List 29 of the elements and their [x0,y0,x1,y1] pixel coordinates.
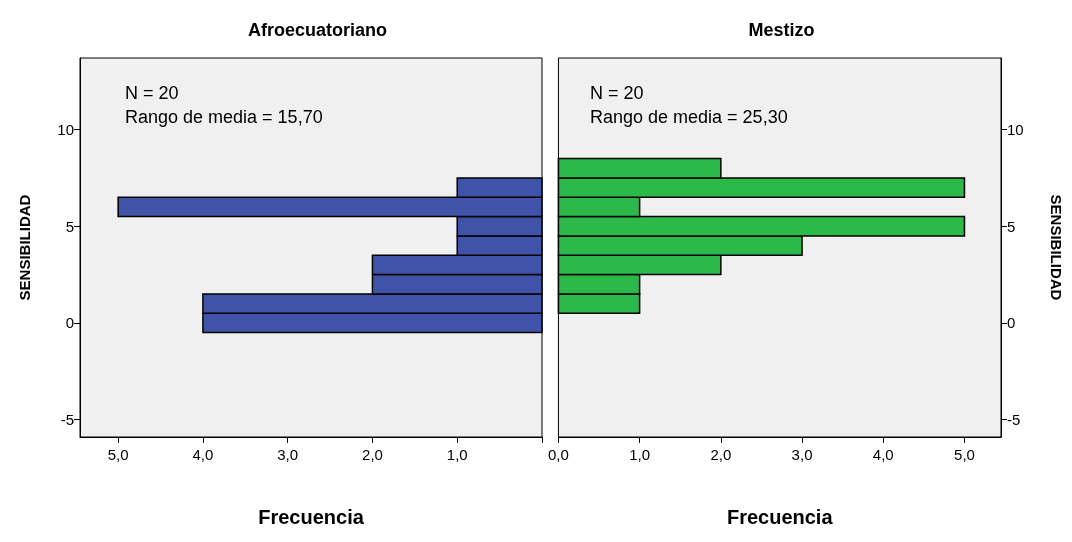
chart-title: Mestizo [748,20,815,40]
x-tick-label: 4,0 [872,446,894,463]
x-axis-title: Frecuencia [258,506,365,528]
y-tick-label: 5 [1007,217,1016,235]
x-tick-label: 1,0 [446,446,468,463]
x-tick-label: 5,0 [107,446,129,463]
x-tick-label: 1,0 [629,446,651,463]
y-tick-label: 5 [65,217,74,235]
x-tick-label: 2,0 [362,446,383,463]
y-axis-title: SENSIBILIDAD [16,194,33,301]
annotation: N = 20 [125,83,179,103]
y-tick-label: 0 [65,314,74,332]
x-axis-title: Frecuencia [726,506,834,528]
annotation: Rango de media = 25,30 [590,107,788,127]
x-tick-label: 5,0 [954,446,975,463]
y-tick-label: 0 [1007,314,1016,332]
y-tick-label: -5 [60,411,74,429]
y-tick-label: -5 [1007,411,1021,429]
x-tick-label: 3,0 [277,446,299,463]
x-tick-label: 2,0 [710,446,732,463]
y-tick-label: 10 [1007,121,1024,139]
x-tick-label: 0,0 [548,446,569,463]
annotation: N = 20 [590,83,644,103]
y-axis-title: SENSIBILIDAD [1048,194,1065,301]
chart-title: Afroecuatoriano [247,20,388,40]
annotation: Rango de media = 15,70 [125,107,323,127]
x-tick-label: 3,0 [791,446,813,463]
x-tick-label: 4,0 [192,446,214,463]
y-tick-label: 10 [57,121,74,139]
